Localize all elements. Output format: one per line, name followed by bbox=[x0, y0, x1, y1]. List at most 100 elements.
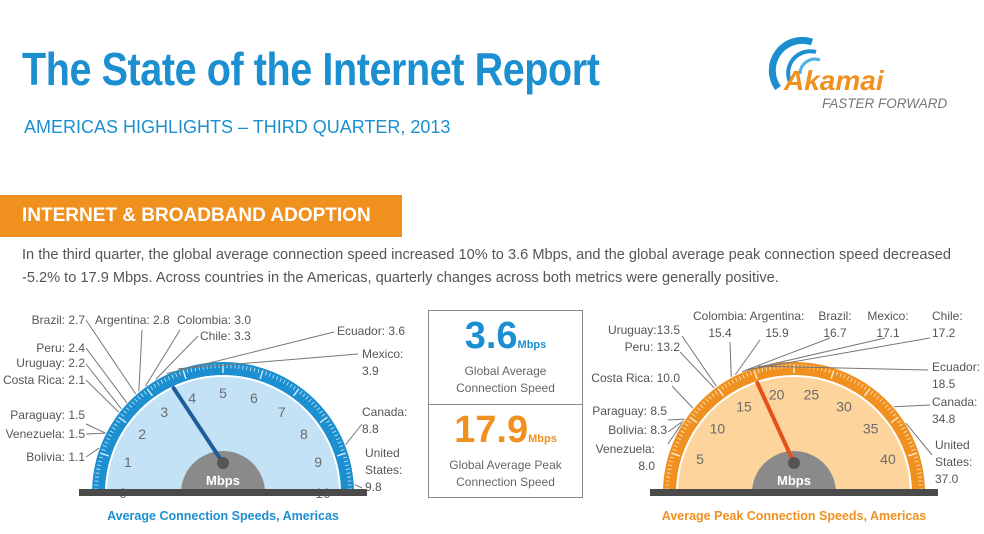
gauge-minor-tick bbox=[696, 407, 701, 411]
gauge-minor-tick bbox=[817, 366, 819, 371]
country-label-line: United bbox=[365, 446, 400, 460]
leader-line bbox=[746, 337, 931, 371]
gauge-minor-tick bbox=[178, 371, 182, 376]
country-label-line: Paraguay: 8.5 bbox=[592, 404, 667, 418]
country-label-line: 34.8 bbox=[932, 412, 956, 426]
gauge-minor-tick bbox=[146, 388, 154, 397]
leader-line bbox=[178, 353, 359, 370]
gauge-minor-tick bbox=[319, 410, 323, 414]
country-label: Paraguay: 8.5 bbox=[592, 404, 667, 418]
leader-line bbox=[166, 331, 335, 375]
gauge-unit-label: Mbps bbox=[206, 473, 240, 488]
gauge-minor-tick bbox=[336, 452, 346, 457]
country-label: United States: 9.8 bbox=[365, 446, 402, 494]
gauge-minor-tick bbox=[917, 472, 922, 474]
gauge-minor-tick bbox=[863, 388, 871, 397]
gauge-minor-tick bbox=[860, 383, 864, 388]
gauge-minor-tick bbox=[678, 434, 683, 437]
gauge-minor-tick bbox=[99, 456, 104, 459]
global-peak-unit: Mbps bbox=[528, 433, 557, 445]
gauge-minor-tick bbox=[330, 426, 335, 430]
country-label-line: 17.1 bbox=[876, 326, 900, 340]
gauge-minor-tick bbox=[143, 390, 147, 395]
gauge-minor-tick bbox=[340, 448, 345, 452]
country-label-line: States: bbox=[365, 463, 402, 477]
gauge-minor-tick bbox=[343, 460, 349, 463]
country-label-line: Mexico: bbox=[362, 347, 403, 361]
gauge-minor-tick bbox=[125, 407, 130, 411]
akamai-tagline: FASTER FORWARD bbox=[822, 96, 948, 111]
gauge-minor-tick bbox=[892, 413, 897, 417]
gauge-tick-label: 30 bbox=[836, 398, 852, 414]
country-label-line: Costa Rica: 2.1 bbox=[3, 373, 85, 387]
global-avg-number: 3.6 bbox=[464, 315, 518, 357]
country-label-line: Canada: bbox=[932, 395, 977, 409]
gauge-minor-tick bbox=[684, 423, 689, 427]
leader-line bbox=[734, 339, 761, 376]
gauge-minor-tick bbox=[238, 364, 240, 370]
gauge-minor-tick bbox=[334, 434, 339, 437]
gauge-minor-tick bbox=[873, 393, 877, 397]
gauge-tick-label: 5 bbox=[219, 385, 227, 401]
gauge-minor-tick bbox=[109, 430, 114, 434]
gauge-tick-label: 3 bbox=[160, 404, 168, 420]
country-label: Bolivia: 8.3 bbox=[608, 423, 667, 437]
gauge-hub bbox=[752, 451, 836, 493]
gauge-tick-label: 9 bbox=[314, 454, 322, 470]
country-label-line: Venezuela: 1.5 bbox=[6, 427, 86, 441]
gauge-minor-tick bbox=[111, 426, 116, 430]
gauge-tick-label: 2 bbox=[138, 426, 146, 442]
gauge-minor-tick bbox=[186, 369, 189, 374]
gauge-minor-tick bbox=[724, 383, 728, 388]
gauge-minor-tick bbox=[761, 367, 764, 373]
gauge-minor-tick bbox=[915, 464, 920, 467]
gauge-minor-tick bbox=[311, 401, 315, 405]
gauge-minor-tick bbox=[850, 377, 853, 382]
akamai-swoosh-icon: Akamai FASTER FORWARD bbox=[768, 36, 948, 111]
gauge-minor-tick bbox=[118, 416, 127, 424]
leader-line bbox=[679, 351, 715, 389]
gauge-minor-tick bbox=[824, 367, 827, 373]
leader-line bbox=[85, 423, 106, 434]
gauge-minor-tick bbox=[887, 407, 892, 411]
gauge-minor-tick bbox=[906, 437, 911, 441]
leader-line bbox=[85, 347, 128, 403]
gauge-minor-tick bbox=[302, 393, 306, 397]
gauge-tick-label: 20 bbox=[769, 387, 785, 403]
gauge-minor-tick bbox=[682, 426, 687, 430]
gauge-minor-tick bbox=[675, 441, 680, 444]
gauge-minor-tick bbox=[131, 401, 135, 405]
gauge-tick-label: 8 bbox=[300, 426, 308, 442]
gauge-minor-tick bbox=[721, 386, 725, 390]
country-label: Chile: 3.3 bbox=[200, 329, 251, 343]
leader-line bbox=[745, 337, 886, 371]
gauge-minor-tick bbox=[346, 476, 352, 478]
gauge-title: Average Peak Connection Speeds, Americas bbox=[662, 509, 927, 523]
gauge-minor-tick bbox=[843, 374, 846, 379]
section-banner-label: INTERNET & BROADBAND ADOPTION bbox=[22, 205, 371, 226]
country-label: Peru: 13.2 bbox=[625, 340, 681, 354]
country-label-line: Bolivia: 8.3 bbox=[608, 423, 667, 437]
intro-paragraph: In the third quarter, the global average… bbox=[22, 247, 951, 286]
gauge-minor-tick bbox=[106, 437, 111, 441]
country-label-line: United bbox=[935, 438, 970, 452]
gauge-minor-tick bbox=[731, 379, 735, 384]
global-peak-label-line2: Connection Speed bbox=[456, 475, 555, 489]
gauge-minor-tick bbox=[835, 371, 839, 376]
gauge-minor-tick bbox=[753, 370, 758, 380]
gauge-minor-tick bbox=[321, 413, 326, 417]
country-label-line: Argentina: bbox=[750, 309, 805, 323]
country-label: Peru: 2.4 bbox=[36, 341, 85, 355]
country-label-line: 18.5 bbox=[932, 377, 956, 391]
country-label-line: Costa Rica: 10.0 bbox=[591, 371, 680, 385]
gauge-minor-tick bbox=[342, 456, 347, 459]
country-label: Ecuador: 18.5 bbox=[932, 360, 980, 391]
global-avg-value: 3.6Mbps bbox=[429, 315, 582, 358]
country-label: Bolivia: 1.1 bbox=[26, 450, 85, 464]
gauge-minor-tick bbox=[113, 423, 118, 427]
global-avg-unit: Mbps bbox=[517, 339, 547, 351]
gauge-minor-tick bbox=[182, 370, 187, 380]
gauge-minor-tick bbox=[167, 376, 171, 381]
leader-line bbox=[671, 385, 694, 409]
